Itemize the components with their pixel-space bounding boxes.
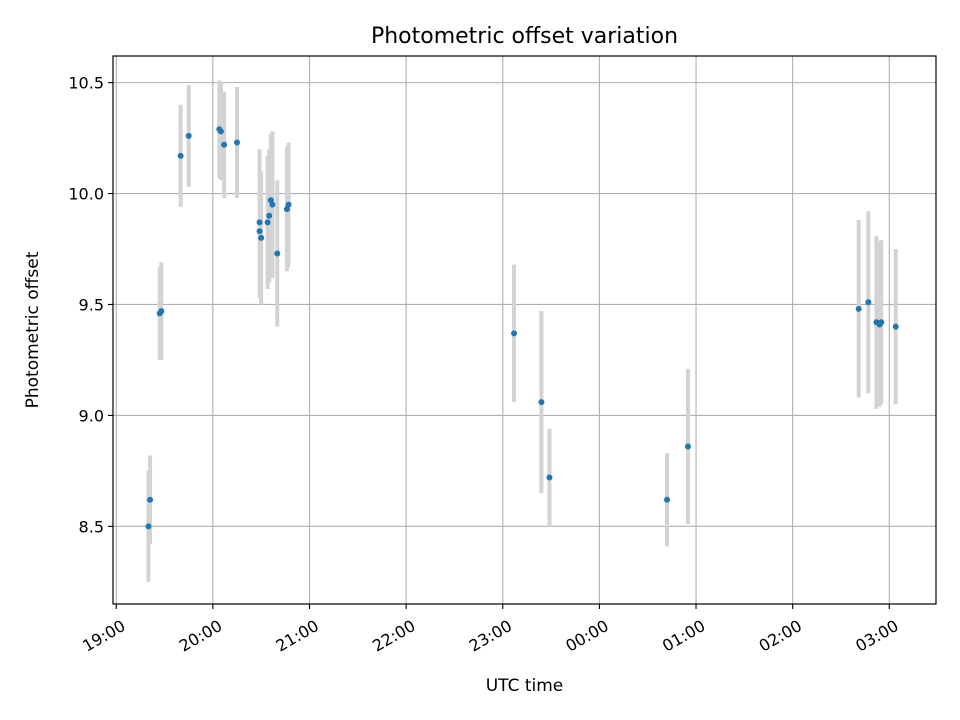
y-tick-label: 8.5 <box>79 517 104 536</box>
y-tick-label: 10.0 <box>68 185 104 204</box>
y-axis-ticks: 8.5 9.0 9.5 10.0 10.5 <box>68 74 113 536</box>
data-point <box>274 250 281 257</box>
data-point <box>185 132 192 139</box>
data-point <box>269 201 276 208</box>
plot-frame <box>112 55 937 605</box>
data-point <box>217 128 224 135</box>
y-tick-label: 9.5 <box>79 295 104 314</box>
data-point <box>855 305 862 312</box>
data-point <box>878 319 885 326</box>
data-point <box>147 496 154 503</box>
data-point <box>256 219 263 226</box>
y-tick-label: 9.0 <box>79 406 104 425</box>
chart-title: Photometric offset variation <box>371 24 678 49</box>
data-point <box>158 308 165 315</box>
data-point <box>234 139 241 146</box>
data-point <box>264 219 271 226</box>
data-point <box>145 523 152 530</box>
data-point <box>892 323 899 330</box>
y-axis-label: Photometric offset <box>23 251 43 408</box>
data-point <box>538 399 545 406</box>
data-point <box>221 141 228 148</box>
data-point <box>546 474 553 481</box>
data-point <box>256 228 263 235</box>
data-point <box>511 330 518 337</box>
data-point <box>865 299 872 306</box>
data-points <box>145 126 899 530</box>
data-point <box>266 212 273 219</box>
x-axis-label: UTC time <box>486 676 564 696</box>
data-point <box>177 152 184 159</box>
data-point <box>258 234 265 241</box>
grid <box>113 56 936 604</box>
data-point <box>285 201 292 208</box>
data-point <box>664 496 671 503</box>
data-point <box>684 443 691 450</box>
y-tick-label: 10.5 <box>68 74 104 93</box>
